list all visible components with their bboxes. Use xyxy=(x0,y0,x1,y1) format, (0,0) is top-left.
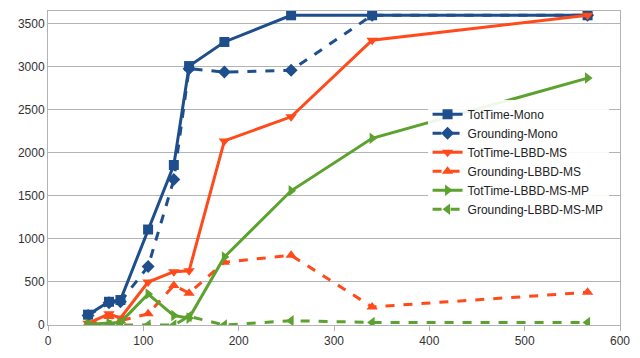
svg-text:3500: 3500 xyxy=(18,17,45,31)
svg-text:1500: 1500 xyxy=(18,189,45,203)
svg-text:100: 100 xyxy=(133,334,153,348)
svg-text:Grounding-LBBD-MS: Grounding-LBBD-MS xyxy=(468,165,581,179)
svg-text:0: 0 xyxy=(45,334,52,348)
svg-text:500: 500 xyxy=(25,275,45,289)
svg-text:600: 600 xyxy=(610,334,630,348)
svg-text:200: 200 xyxy=(229,334,249,348)
svg-text:Grounding-Mono: Grounding-Mono xyxy=(468,127,558,141)
svg-text:TotTime-Mono: TotTime-Mono xyxy=(468,108,545,122)
svg-text:2500: 2500 xyxy=(18,103,45,117)
svg-text:3000: 3000 xyxy=(18,60,45,74)
svg-text:1000: 1000 xyxy=(18,232,45,246)
svg-text:TotTime-LBBD-MS: TotTime-LBBD-MS xyxy=(468,146,568,160)
svg-text:TotTime-LBBD-MS-MP: TotTime-LBBD-MS-MP xyxy=(468,184,590,198)
svg-text:300: 300 xyxy=(324,334,344,348)
svg-text:Grounding-LBBD-MS-MP: Grounding-LBBD-MS-MP xyxy=(468,203,603,217)
svg-text:2000: 2000 xyxy=(18,146,45,160)
svg-text:400: 400 xyxy=(419,334,439,348)
svg-text:0: 0 xyxy=(38,318,45,332)
svg-text:500: 500 xyxy=(515,334,535,348)
